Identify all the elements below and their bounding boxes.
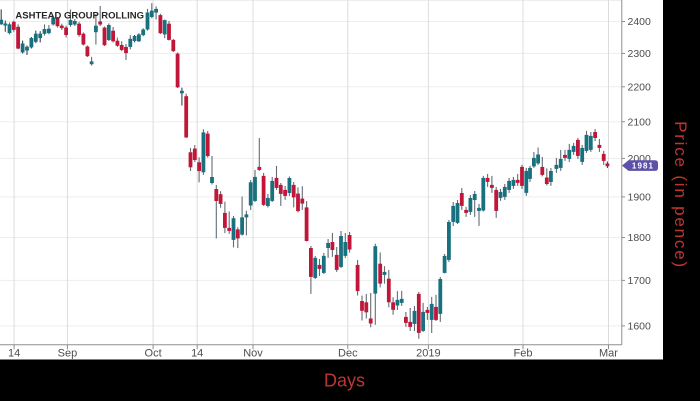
svg-text:1981: 1981 <box>632 162 654 171</box>
svg-text:Sep: Sep <box>58 348 78 360</box>
svg-text:14: 14 <box>191 348 203 360</box>
svg-text:Oct: Oct <box>145 348 162 360</box>
svg-text:2400: 2400 <box>628 16 652 28</box>
svg-text:2200: 2200 <box>628 81 652 93</box>
svg-text:2019: 2019 <box>416 348 440 360</box>
svg-text:1600: 1600 <box>628 321 652 333</box>
svg-text:1700: 1700 <box>628 275 652 287</box>
svg-text:2300: 2300 <box>628 48 652 60</box>
svg-text:Days: Days <box>324 371 365 391</box>
svg-text:Feb: Feb <box>514 348 533 360</box>
svg-text:ASHTEAD GROUP ROLLING: ASHTEAD GROUP ROLLING <box>15 10 144 21</box>
svg-text:Nov: Nov <box>243 348 263 360</box>
svg-text:2100: 2100 <box>628 116 652 128</box>
svg-text:Price (in pence): Price (in pence) <box>671 121 690 269</box>
svg-text:Dec: Dec <box>338 348 358 360</box>
svg-text:Mar: Mar <box>599 348 618 360</box>
svg-text:14: 14 <box>8 348 20 360</box>
svg-text:1800: 1800 <box>628 232 652 244</box>
svg-text:1900: 1900 <box>628 192 652 204</box>
